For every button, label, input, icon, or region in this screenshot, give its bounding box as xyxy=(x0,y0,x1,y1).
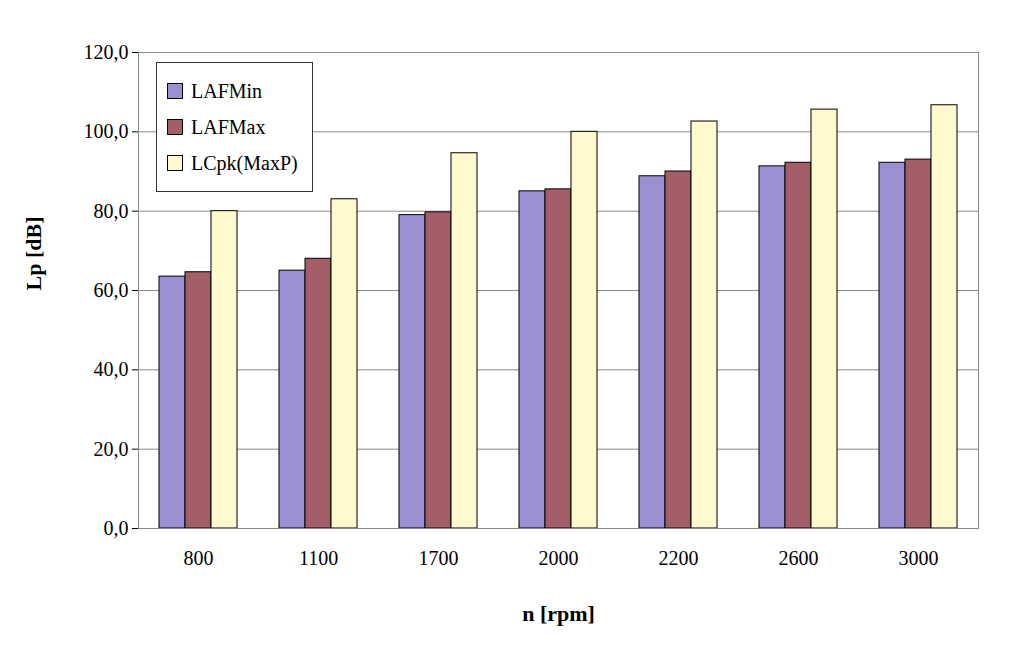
svg-text:2000: 2000 xyxy=(539,547,579,569)
svg-text:1100: 1100 xyxy=(299,547,338,569)
svg-text:2600: 2600 xyxy=(779,547,819,569)
html-text:LAFMin: LAFMin xyxy=(191,79,263,102)
svg-text:2200: 2200 xyxy=(659,547,699,569)
html-text:LCpk(MaxP): LCpk(MaxP) xyxy=(191,151,298,174)
svg-text:100,0: 100,0 xyxy=(84,120,129,142)
svg-text:3000: 3000 xyxy=(899,547,939,569)
svg-text:120,0: 120,0 xyxy=(84,41,129,63)
svg-text:40,0: 40,0 xyxy=(94,358,129,380)
svg-text:80,0: 80,0 xyxy=(94,200,129,222)
svg-text:Lp [dB]: Lp [dB] xyxy=(21,217,46,291)
svg-text:1700: 1700 xyxy=(419,547,459,569)
svg-text:n [rpm]: n [rpm] xyxy=(522,601,595,626)
svg-text:60,0: 60,0 xyxy=(94,279,129,301)
svg-text:800: 800 xyxy=(184,547,214,569)
html-text:LAFMax: LAFMax xyxy=(191,115,266,138)
svg-text:0,0: 0,0 xyxy=(104,517,129,539)
svg-text:20,0: 20,0 xyxy=(94,438,129,460)
